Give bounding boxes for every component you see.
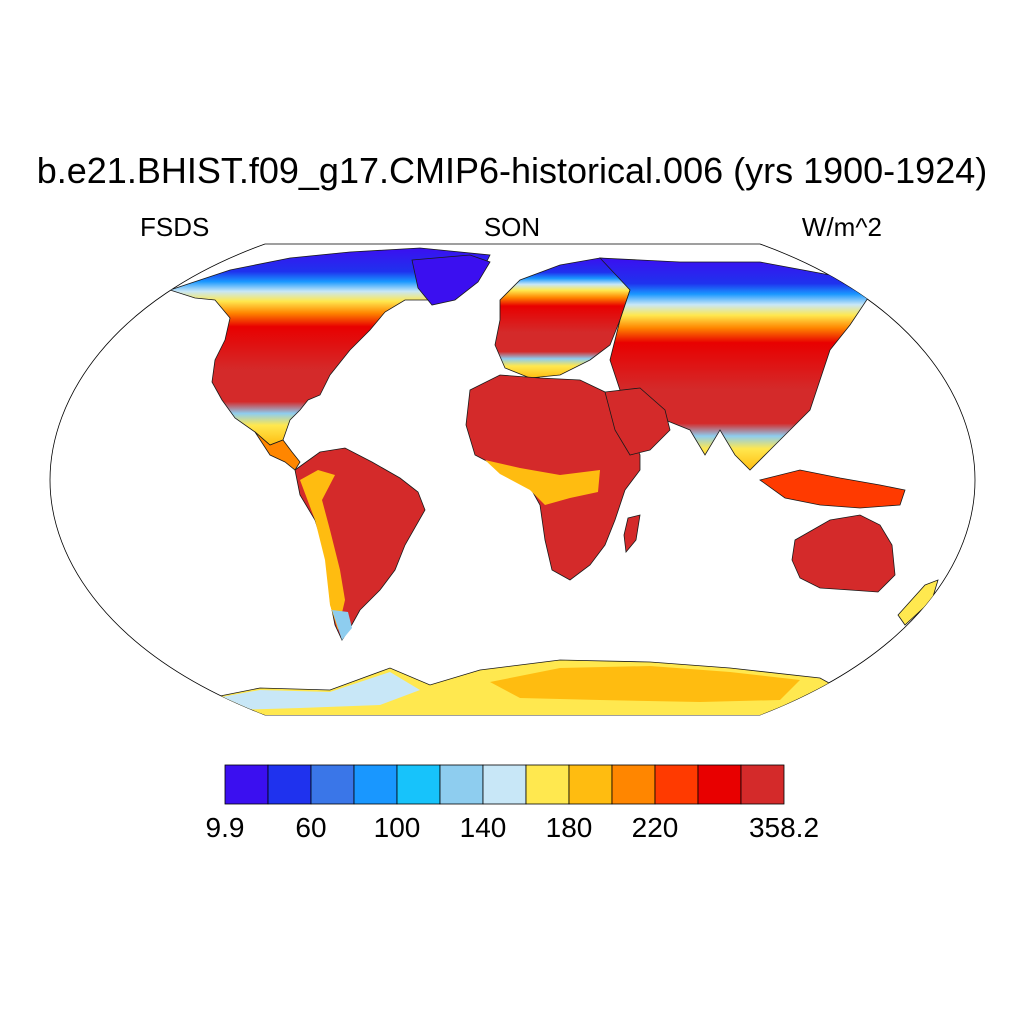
colorbar-tick-label: 9.9 xyxy=(205,812,245,843)
colorbar-box xyxy=(267,764,312,805)
australia xyxy=(791,514,896,593)
greenland xyxy=(411,254,491,306)
plot-title: b.e21.BHIST.f09_g17.CMIP6-historical.006… xyxy=(36,150,988,191)
colorbar-tick-label: 140 xyxy=(459,812,507,843)
colorbar-boxes xyxy=(224,764,785,805)
new-zealand xyxy=(897,579,939,626)
colorbar-tick-label: 60 xyxy=(295,812,327,843)
colorbar-box xyxy=(654,764,699,805)
units-label: W/m^2 xyxy=(801,212,882,242)
patagonia xyxy=(332,610,352,640)
arabian-peninsula xyxy=(604,387,671,456)
antarctica-east-plateau xyxy=(490,666,800,702)
season-label: SON xyxy=(483,212,541,242)
colorbar-tick-label: 358.2 xyxy=(748,812,820,843)
colorbar-box xyxy=(525,764,570,805)
colorbar-box xyxy=(224,764,269,805)
europe xyxy=(494,257,641,379)
north-america xyxy=(168,247,491,446)
colorbar-box xyxy=(697,764,742,805)
antarctica-west xyxy=(205,672,420,710)
colorbar-box xyxy=(310,764,355,805)
colorbar-box xyxy=(482,764,527,805)
colorbar-tick-label: 220 xyxy=(631,812,679,843)
colorbar-box xyxy=(611,764,656,805)
maritime-continent xyxy=(759,469,906,509)
colorbar-tick-label: 100 xyxy=(373,812,421,843)
colorbar-box xyxy=(353,764,398,805)
colorbar-box xyxy=(439,764,484,805)
colorbar-box xyxy=(740,764,785,805)
variable-label: FSDS xyxy=(140,212,210,242)
africa-equatorial xyxy=(485,460,600,505)
central-america xyxy=(254,431,301,471)
colorbar-tick-label: 180 xyxy=(545,812,593,843)
south-america-andes xyxy=(300,470,345,630)
colorbar-box xyxy=(396,764,441,805)
colorbar-box xyxy=(568,764,613,805)
madagascar xyxy=(623,514,641,553)
